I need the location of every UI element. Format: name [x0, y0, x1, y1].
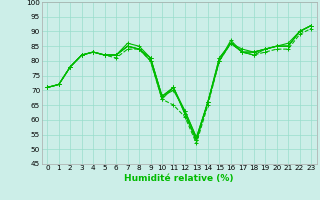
X-axis label: Humidité relative (%): Humidité relative (%) [124, 174, 234, 183]
